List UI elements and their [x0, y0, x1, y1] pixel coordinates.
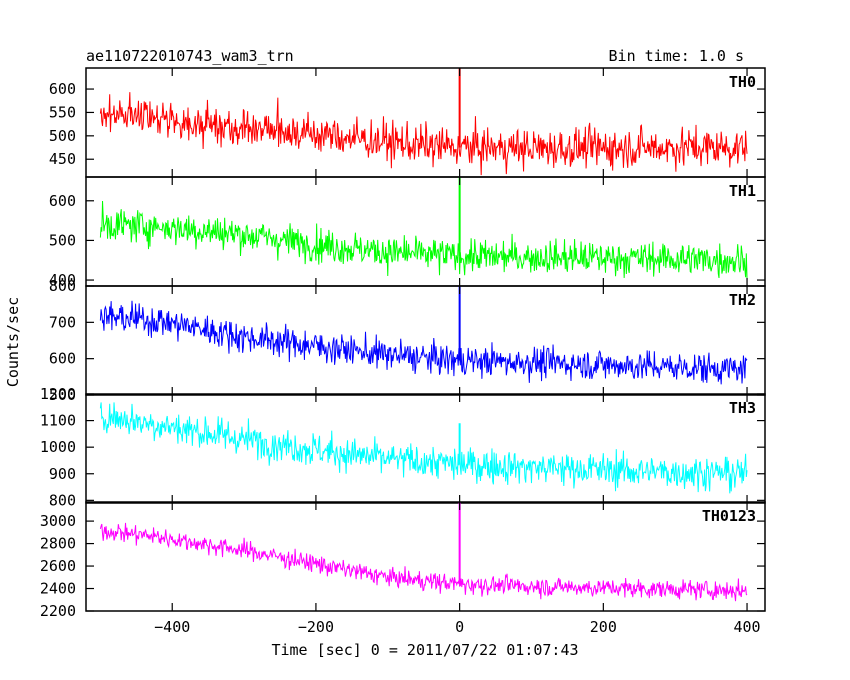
- y-tick-label: 2200: [40, 602, 76, 620]
- panel-label-th2: TH2: [729, 291, 756, 309]
- y-tick-label: 800: [49, 277, 76, 295]
- panel-th2: 500 600 700 800 TH2: [49, 277, 766, 404]
- chart-title: ae110722010743_wam3_trn: [86, 47, 294, 65]
- y-tick-label: 400: [49, 271, 76, 289]
- y-tick-label: 700: [49, 313, 76, 331]
- y-tick-label: 500: [49, 386, 76, 404]
- x-tick-label: 200: [590, 618, 617, 636]
- x-tick-label: 400: [733, 618, 760, 636]
- panel-label-th1: TH1: [729, 182, 756, 200]
- y-tick-label: 1200: [40, 385, 76, 403]
- y-tick-label: 1000: [40, 438, 76, 456]
- y-tick-label: 2600: [40, 557, 76, 575]
- panel-frame-th2: [85, 285, 766, 396]
- series-th1: [99, 200, 748, 280]
- y-tick-label: 1100: [40, 412, 76, 430]
- y-tick-label: 2400: [40, 580, 76, 598]
- x-tick-label: 0: [455, 618, 464, 636]
- panel-th0123: 2200 2400 2600 2800 3000 TH0123: [40, 501, 766, 620]
- y-tick-label: 500: [49, 127, 76, 145]
- y-tick-label: 800: [49, 491, 76, 509]
- panels-group: 450 500 550 600 TH0 400 500 600 TH1 500 600 700 800 T…: [40, 67, 766, 620]
- series-th0: [99, 92, 748, 176]
- y-tick-label: 2800: [40, 535, 76, 553]
- panel-th3: 800 900 1000 1100 1200 TH3: [40, 385, 766, 509]
- y-tick-label: 600: [49, 192, 76, 210]
- series-th2: [99, 300, 748, 385]
- panel-label-th0: TH0: [729, 73, 756, 91]
- x-axis: −400 −200 0 200 400: [154, 618, 760, 636]
- y-tick-label: 550: [49, 103, 76, 121]
- panel-label-th0123: TH0123: [702, 507, 756, 525]
- panel-th1: 400 500 600 TH1: [49, 176, 766, 289]
- panel-label-th3: TH3: [729, 399, 756, 417]
- bin-time-label: Bin time: 1.0 s: [609, 47, 744, 65]
- y-tick-label: 450: [49, 150, 76, 168]
- x-tick-label: −400: [154, 618, 190, 636]
- panel-frame-th0123: [85, 501, 766, 612]
- y-tick-label: 3000: [40, 512, 76, 530]
- y-tick-label: 600: [49, 80, 76, 98]
- panel-th0: 450 500 550 600 TH0: [49, 67, 766, 178]
- panel-frame-th3: [85, 393, 766, 504]
- y-tick-label: 900: [49, 465, 76, 483]
- x-axis-label: Time [sec] 0 = 2011/07/22 01:07:43: [271, 641, 578, 659]
- x-tick-label: −200: [298, 618, 334, 636]
- series-th0123: [99, 522, 748, 602]
- y-tick-label: 500: [49, 231, 76, 249]
- y-tick-label: 600: [49, 350, 76, 368]
- y-axis-label: Counts/sec: [4, 297, 22, 387]
- series-th3: [99, 402, 748, 494]
